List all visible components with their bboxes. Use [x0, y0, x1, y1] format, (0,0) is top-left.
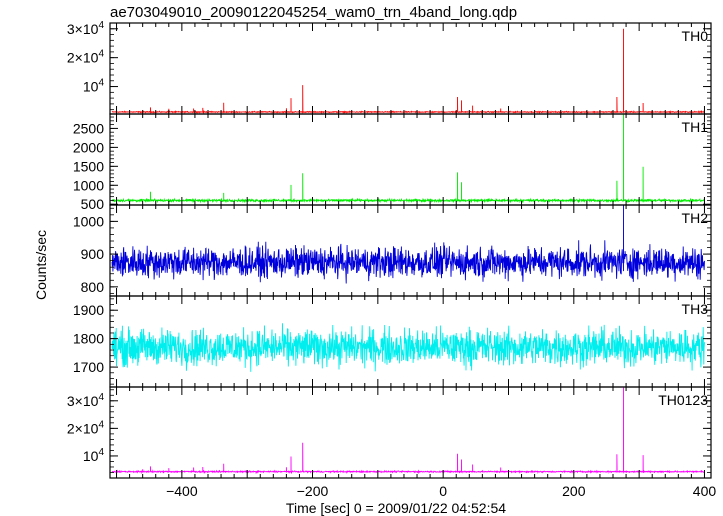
y-tick-label: 1000 — [73, 177, 104, 193]
series-line-th2 — [111, 205, 705, 284]
panel-frame — [109, 204, 712, 297]
y-tick-label: 1800 — [73, 331, 104, 347]
y-tick-label: 104 — [83, 78, 105, 95]
y-tick-label: 500 — [81, 196, 105, 212]
panel-label-th0: TH0 — [682, 28, 709, 44]
panel-label-th3: TH3 — [682, 301, 709, 317]
chart-title: ae703049010_20090122045254_wam0_trn_4ban… — [110, 4, 517, 21]
x-tick-label: 400 — [693, 483, 717, 499]
y-tick-label: 2000 — [73, 139, 104, 155]
panel-label-th2: TH2 — [682, 210, 709, 226]
series-line-th3 — [111, 323, 705, 372]
x-tick-label: 0 — [439, 483, 447, 499]
series-line-th0 — [111, 28, 705, 114]
x-tick-label: −200 — [297, 483, 329, 499]
y-tick-label: 1000 — [73, 213, 104, 229]
y-tick-label: 2×104 — [67, 419, 105, 436]
y-tick-label: 900 — [81, 246, 105, 262]
panel-th3: 1700 1800 1900 TH3 — [73, 295, 712, 388]
y-tick-label: 1700 — [73, 359, 104, 375]
series-line-th0123 — [111, 387, 705, 475]
panel-frame — [109, 22, 712, 115]
panel-th0123: 104 2×104 3×104 TH0123 −400 −200 0 200 400 — [67, 386, 717, 499]
series-line-th1 — [111, 114, 705, 204]
panel-frame — [109, 113, 712, 206]
y-tick-label: 1900 — [73, 302, 104, 318]
y-axis-label: Counts/sec — [33, 230, 49, 300]
panel-label-th0123: TH0123 — [658, 392, 708, 408]
panel-frame — [109, 386, 712, 479]
y-tick-label: 2500 — [73, 120, 104, 136]
panel-th0: 104 2×104 3×104 TH0 — [67, 20, 712, 115]
panel-label-th1: TH1 — [682, 119, 709, 135]
y-tick-label: 800 — [81, 279, 105, 295]
x-axis-label: Time [sec] 0 = 2009/01/22 04:52:54 — [286, 500, 506, 516]
y-tick-label: 104 — [83, 447, 105, 464]
panel-th2: 800 900 1000 TH2 — [73, 204, 712, 297]
y-tick-label: 1500 — [73, 158, 104, 174]
y-tick-label: 3×104 — [67, 392, 105, 409]
x-tick-label: 200 — [562, 483, 586, 499]
y-tick-label: 3×104 — [67, 20, 105, 37]
y-tick-label: 2×104 — [67, 49, 105, 66]
panel-th1: 500 1000 1500 2000 2500 TH1 — [73, 113, 712, 212]
x-tick-label: −400 — [166, 483, 198, 499]
